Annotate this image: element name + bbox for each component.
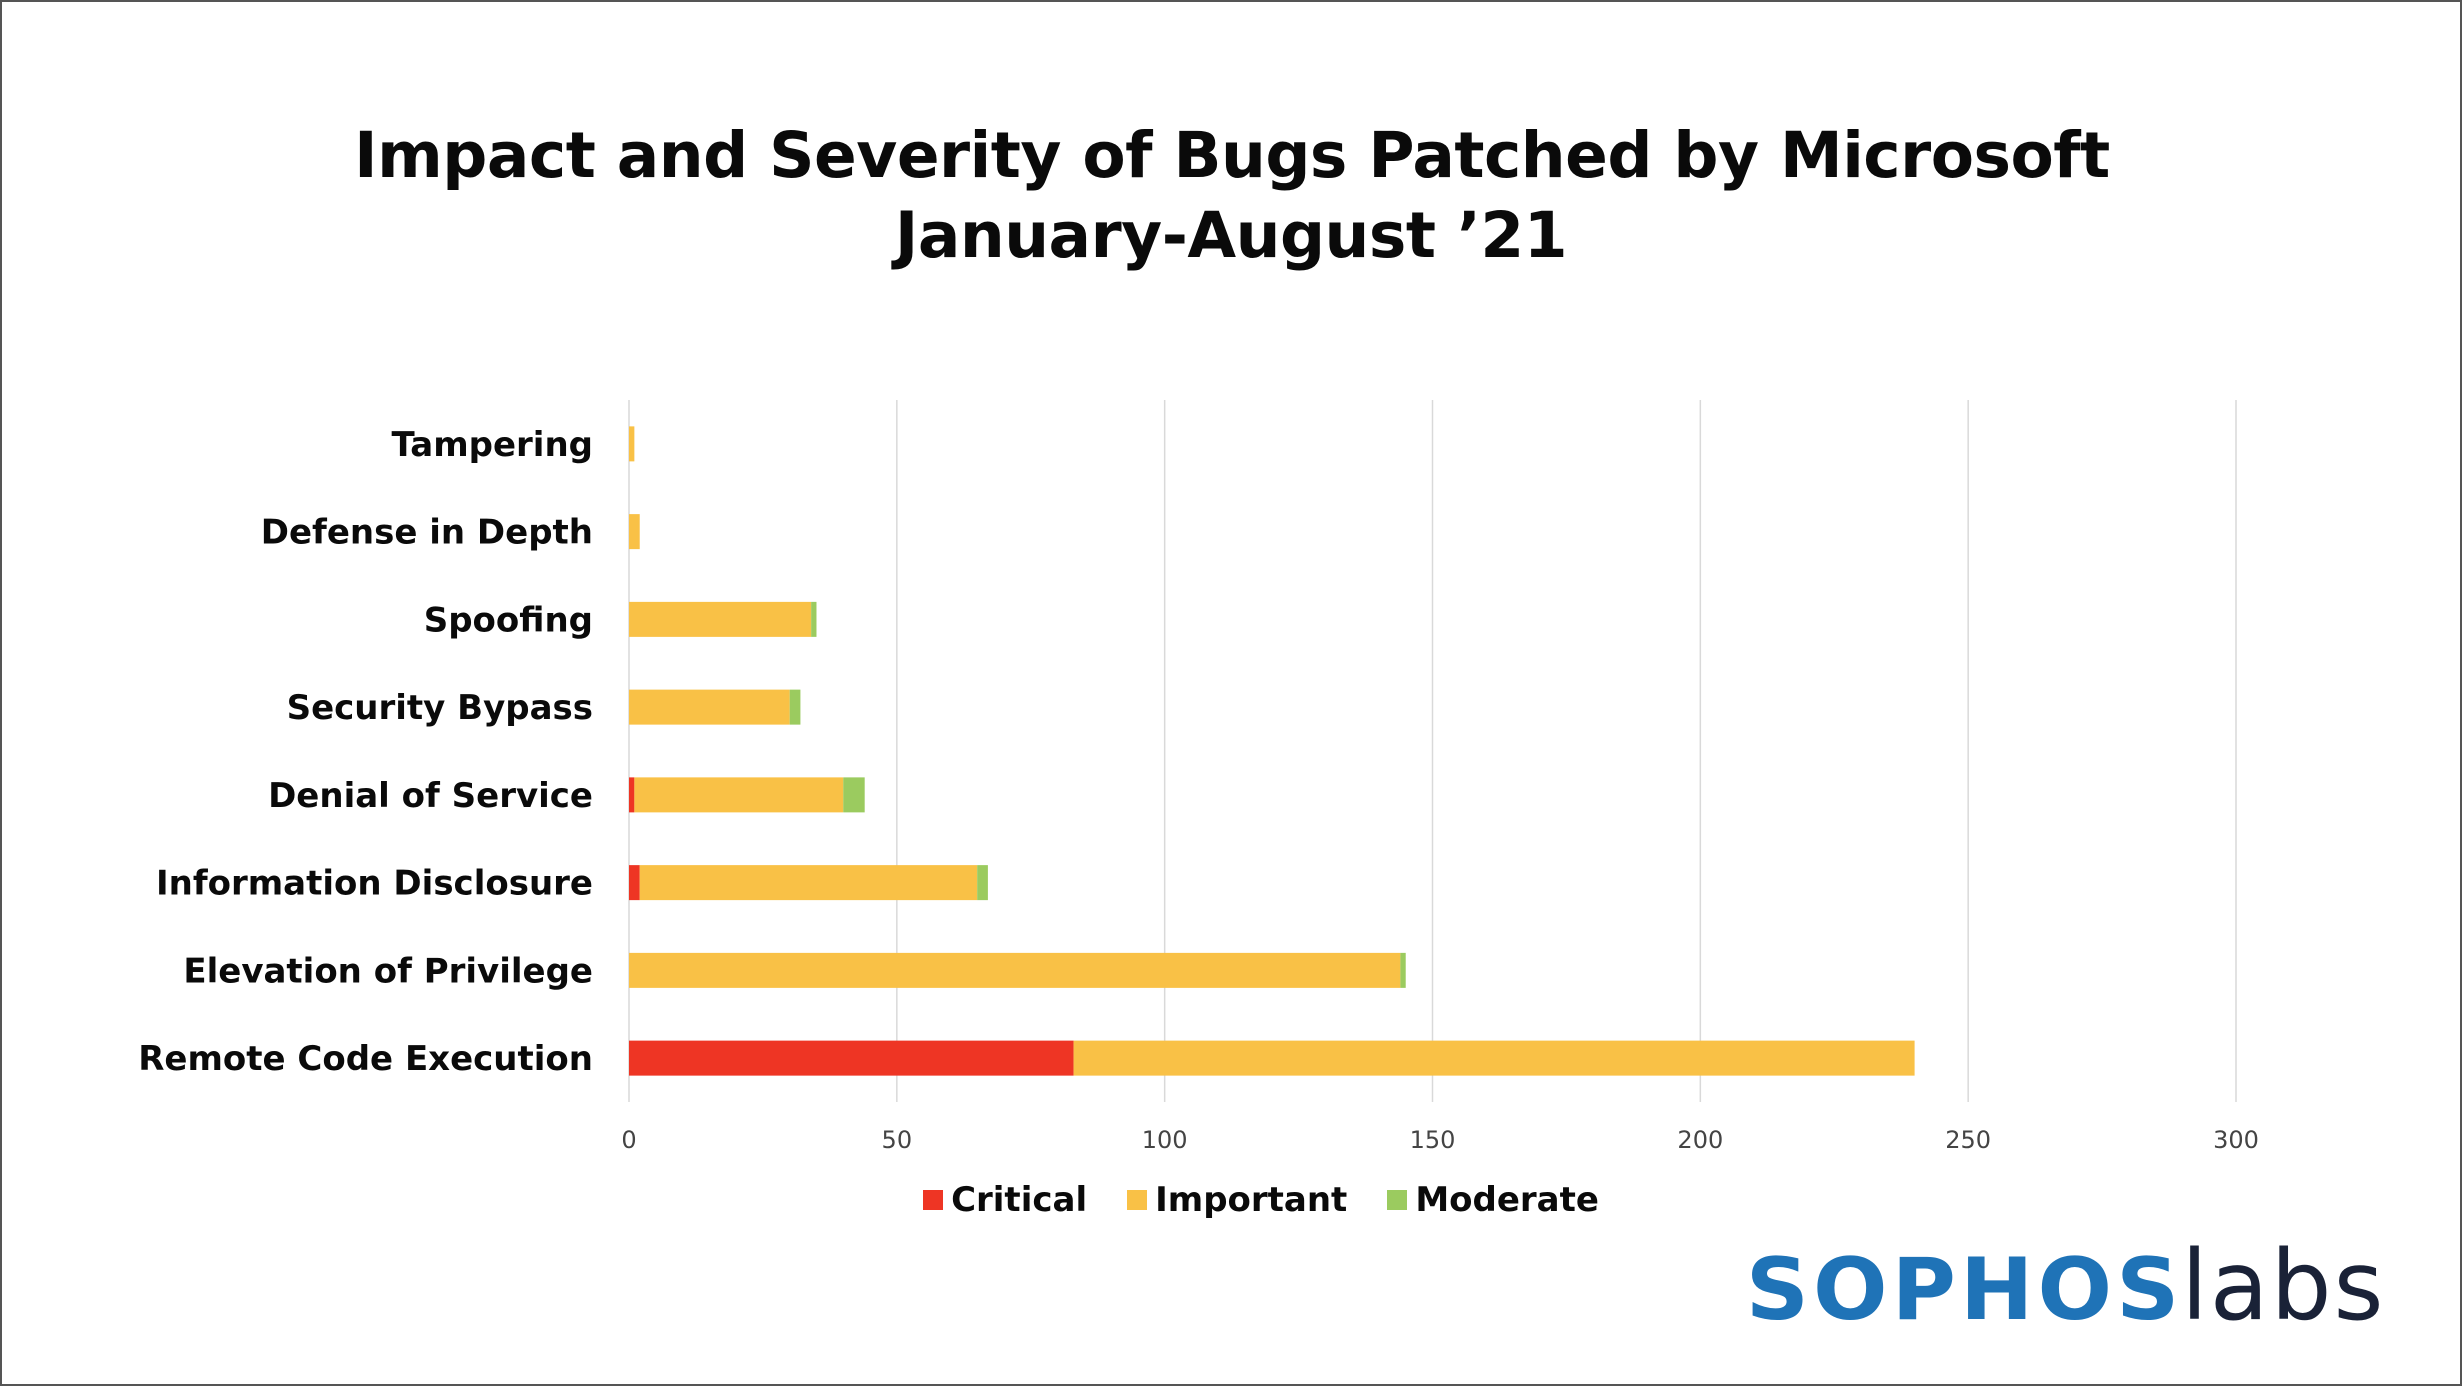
category-label: Spoofing — [424, 600, 593, 640]
category-labels: Tampering Defense in Depth Spoofing Securit… — [138, 425, 593, 1079]
bar-moderate-spoofing — [811, 601, 817, 637]
gridlines — [628, 400, 2237, 1102]
category-label: Information Disclosure — [156, 864, 593, 904]
legend-swatch-critical — [923, 1190, 944, 1210]
legend-item-moderate: Moderate — [1387, 1180, 1599, 1220]
bar-important-remote-code-execution — [1073, 1040, 1915, 1076]
chart-title: Impact and Severity of Bugs Patched by M… — [354, 119, 2110, 192]
x-tick-label: 0 — [621, 1126, 636, 1154]
chart-subtitle: January-August ’21 — [894, 199, 1568, 272]
category-label: Security Bypass — [287, 688, 593, 728]
category-label: Denial of Service — [268, 776, 593, 816]
legend-label-critical: Critical — [951, 1180, 1088, 1220]
bar-moderate-elevation-of-privilege — [1400, 952, 1406, 988]
bar-moderate-information-disclosure — [977, 865, 988, 901]
bar-important-information-disclosure — [639, 865, 978, 901]
bar-important-security-bypass — [629, 689, 790, 725]
x-tick-labels: 0 50 100 150 200 250 300 — [621, 1126, 2259, 1154]
bar-moderate-security-bypass — [789, 689, 801, 725]
sophoslabs-logo: SOPHOS labs — [1746, 1230, 2386, 1342]
bar-important-denial-of-service — [634, 777, 844, 813]
category-label: Defense in Depth — [261, 513, 593, 553]
x-tick-label: 100 — [1142, 1126, 1188, 1154]
category-label: Elevation of Privilege — [183, 951, 593, 991]
category-label: Remote Code Execution — [138, 1039, 593, 1079]
legend: Critical Important Moderate — [0, 1180, 2462, 1220]
logo-labs-text: labs — [2181, 1230, 2386, 1342]
bars — [629, 426, 1915, 1076]
logo-sophos-text: SOPHOS — [1745, 1240, 2184, 1340]
bar-important-defense-in-depth — [629, 514, 640, 550]
legend-swatch-important — [1127, 1190, 1148, 1210]
bar-important-tampering — [629, 426, 635, 462]
bar-important-spoofing — [629, 601, 812, 637]
x-tick-label: 250 — [1945, 1126, 1991, 1154]
bar-moderate-denial-of-service — [843, 777, 865, 813]
x-tick-label: 50 — [882, 1126, 913, 1154]
bar-critical-denial-of-service — [629, 777, 635, 813]
legend-item-important: Important — [1127, 1180, 1347, 1220]
bar-critical-information-disclosure — [629, 865, 640, 901]
x-tick-label: 300 — [2213, 1126, 2259, 1154]
category-label: Tampering — [391, 425, 593, 465]
bar-important-elevation-of-privilege — [629, 952, 1401, 988]
legend-item-critical: Critical — [923, 1180, 1087, 1220]
x-tick-label: 150 — [1410, 1126, 1456, 1154]
legend-label-moderate: Moderate — [1415, 1180, 1599, 1220]
x-tick-label: 200 — [1677, 1126, 1723, 1154]
legend-label-important: Important — [1155, 1180, 1348, 1220]
bar-critical-remote-code-execution — [629, 1040, 1074, 1076]
legend-swatch-moderate — [1387, 1190, 1408, 1210]
